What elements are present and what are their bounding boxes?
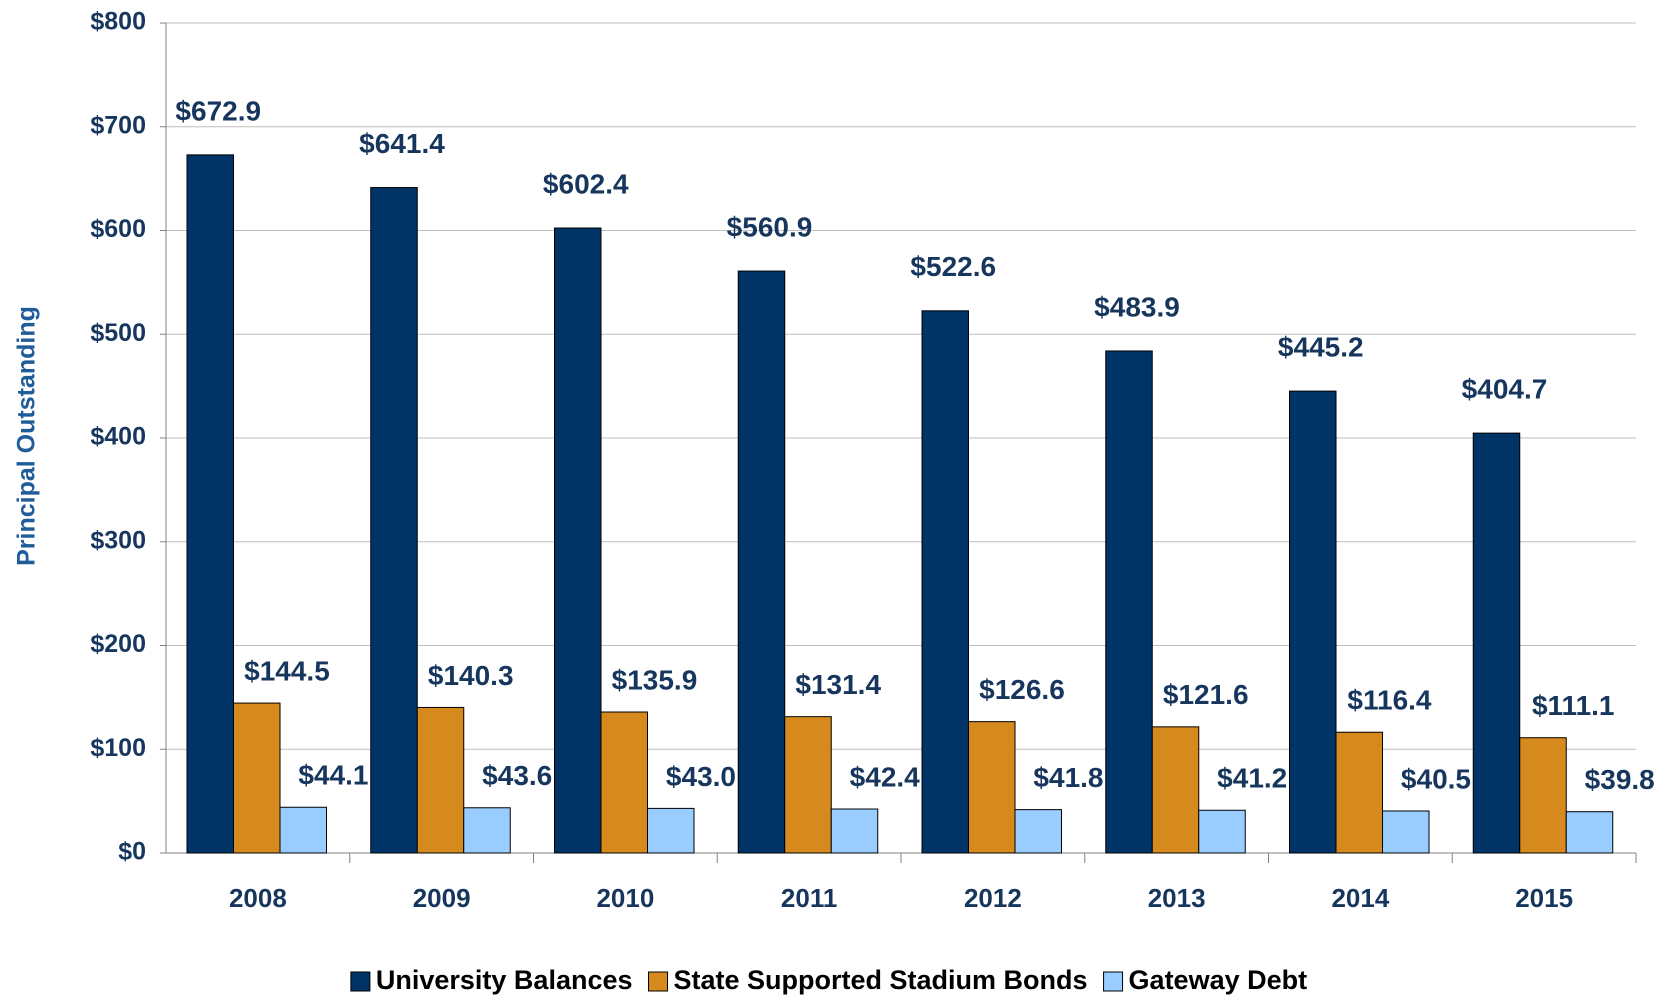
y-tick-label: $400 bbox=[90, 423, 146, 451]
bar bbox=[416, 706, 465, 854]
bar bbox=[1472, 432, 1521, 854]
data-label: $121.6 bbox=[1163, 679, 1249, 710]
x-tick-label: 2009 bbox=[413, 883, 471, 913]
legend-label: Gateway Debt bbox=[1129, 965, 1308, 995]
data-label: $111.1 bbox=[1532, 690, 1615, 721]
bar bbox=[968, 721, 1016, 854]
y-tick-label: $300 bbox=[90, 526, 146, 554]
data-label: $44.1 bbox=[298, 760, 368, 791]
x-tick-label: 2013 bbox=[1148, 883, 1206, 913]
y-tick-label: $600 bbox=[90, 215, 146, 243]
x-tick-label: 2011 bbox=[781, 883, 837, 913]
data-label: $42.4 bbox=[850, 761, 920, 792]
legend-label: State Supported Stadium Bonds bbox=[674, 965, 1088, 995]
bar bbox=[600, 711, 648, 854]
bar bbox=[647, 807, 695, 854]
legend-label: University Balances bbox=[376, 965, 633, 995]
y-tick-label: $500 bbox=[90, 319, 146, 347]
x-tick-label: 2012 bbox=[964, 883, 1022, 913]
bar bbox=[1289, 390, 1337, 854]
data-label: $672.9 bbox=[175, 95, 261, 126]
bar bbox=[1335, 731, 1383, 854]
bar bbox=[186, 154, 234, 854]
bar bbox=[830, 808, 879, 854]
data-label: $140.3 bbox=[428, 660, 514, 691]
legend-swatch bbox=[1103, 971, 1124, 992]
y-tick-label: $800 bbox=[90, 8, 146, 36]
y-tick-label: $0 bbox=[118, 838, 146, 866]
bar bbox=[1519, 737, 1567, 854]
bar bbox=[279, 806, 327, 854]
bar bbox=[1014, 809, 1062, 854]
data-label: $560.9 bbox=[727, 211, 813, 242]
bar bbox=[1382, 810, 1430, 854]
x-tick-label: 2015 bbox=[1515, 883, 1573, 913]
data-label: $144.5 bbox=[244, 655, 330, 686]
data-label: $522.6 bbox=[910, 251, 996, 282]
data-label: $43.0 bbox=[666, 761, 736, 792]
data-label: $116.4 bbox=[1347, 685, 1432, 716]
bar bbox=[233, 702, 281, 854]
data-label: $41.2 bbox=[1217, 763, 1287, 794]
bar bbox=[554, 227, 602, 854]
data-label: $602.4 bbox=[543, 168, 629, 199]
bar bbox=[463, 807, 511, 854]
y-tick-label: $100 bbox=[90, 734, 146, 762]
legend-swatch bbox=[648, 971, 669, 992]
data-label: $43.6 bbox=[482, 760, 552, 791]
x-tick-label: 2014 bbox=[1331, 883, 1389, 913]
bar bbox=[921, 310, 969, 854]
bar bbox=[1565, 811, 1614, 854]
y-tick-label: $700 bbox=[90, 111, 146, 139]
data-label: $483.9 bbox=[1094, 291, 1180, 322]
x-tick-label: 2010 bbox=[596, 883, 654, 913]
data-label: $641.4 bbox=[359, 128, 445, 159]
y-axis-title: Principal Outstanding bbox=[13, 306, 41, 566]
data-label: $445.2 bbox=[1278, 331, 1364, 362]
data-label: $41.8 bbox=[1033, 762, 1103, 793]
bar bbox=[1198, 809, 1246, 854]
bar bbox=[370, 187, 418, 854]
data-label: $126.6 bbox=[979, 674, 1065, 705]
bar bbox=[737, 270, 786, 854]
data-label: $404.7 bbox=[1462, 374, 1548, 405]
data-label: $39.8 bbox=[1585, 764, 1655, 795]
bar bbox=[784, 716, 832, 854]
data-label: $131.4 bbox=[795, 669, 881, 700]
bar bbox=[1151, 726, 1200, 854]
bar bbox=[1105, 350, 1153, 854]
x-tick-label: 2008 bbox=[229, 883, 287, 913]
data-label: $40.5 bbox=[1401, 763, 1471, 794]
legend-swatch bbox=[350, 971, 371, 992]
y-tick-label: $200 bbox=[90, 630, 146, 658]
data-label: $135.9 bbox=[612, 664, 698, 695]
